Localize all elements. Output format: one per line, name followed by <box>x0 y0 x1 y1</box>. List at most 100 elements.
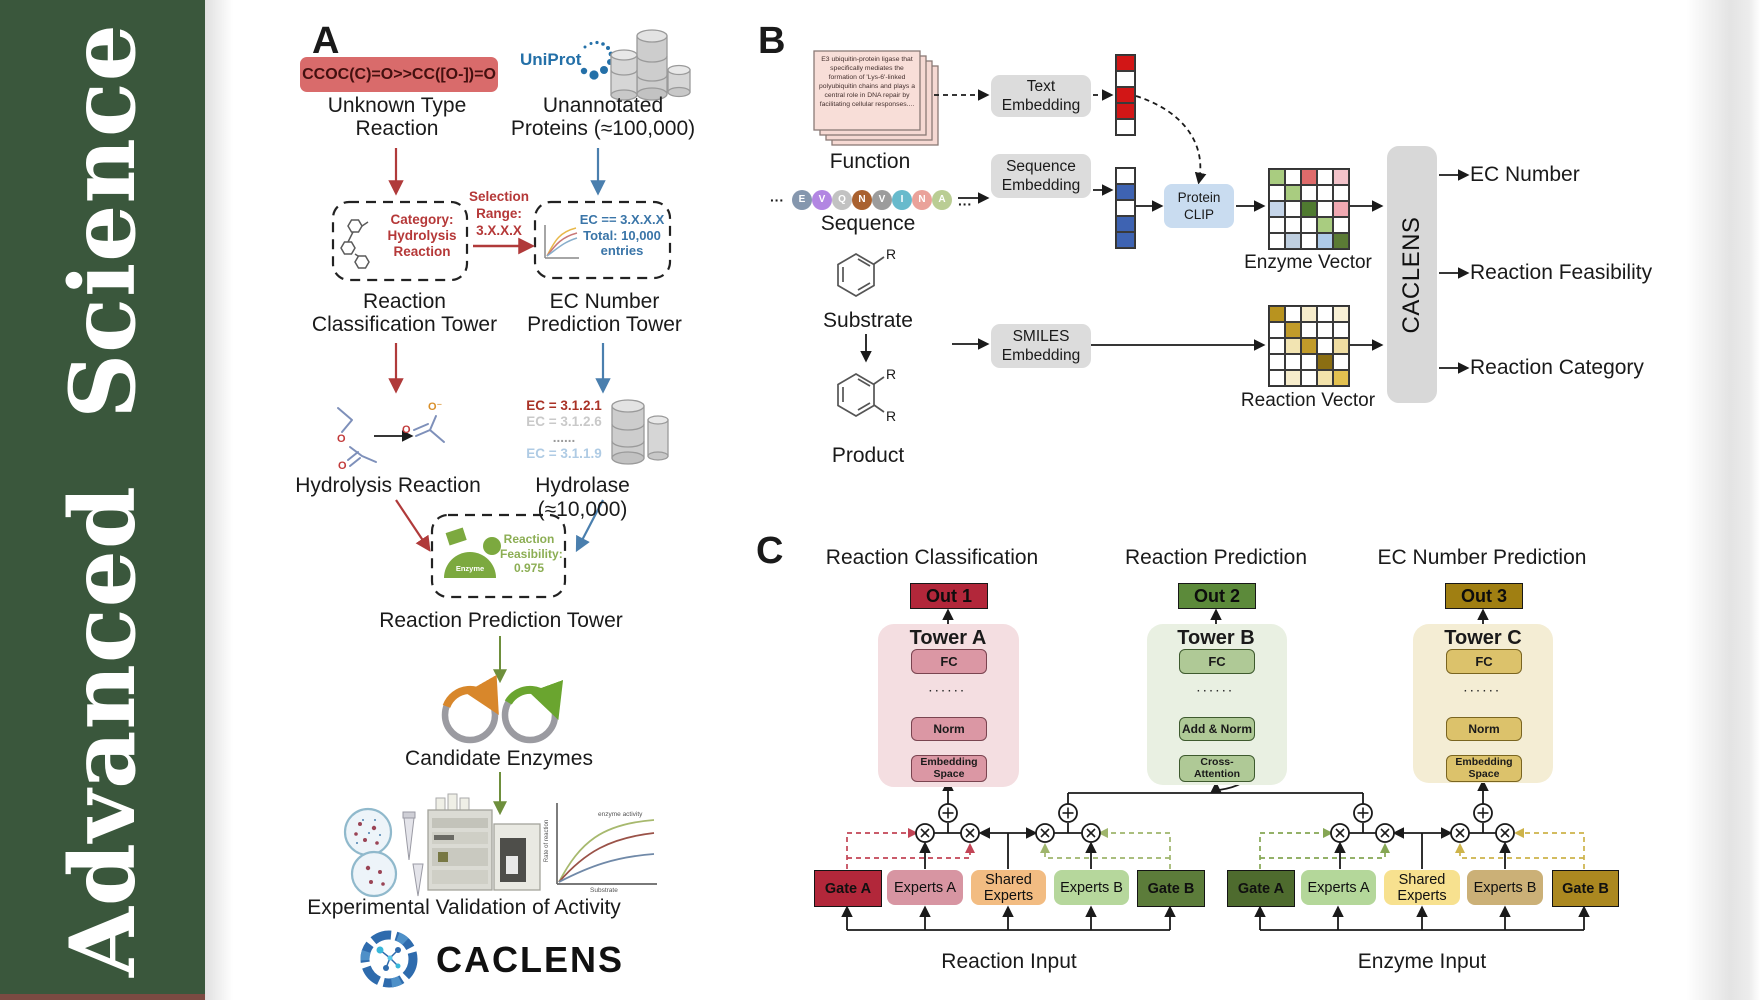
matrix-cell <box>1269 169 1285 185</box>
plasmid-icons <box>441 674 564 744</box>
hydrolase-label: Hydrolase (≈10,000) <box>535 474 630 521</box>
matrix-cell <box>1269 306 1285 322</box>
journal-name: Advanced Science <box>49 23 156 977</box>
sequence-letter: E <box>792 190 812 210</box>
tower-mid-box: Norm <box>1446 717 1522 741</box>
substrate-label: Substrate <box>823 309 913 332</box>
matrix-cell <box>1285 354 1301 370</box>
tower-title: Tower A <box>909 627 987 649</box>
caclens-logo <box>360 930 418 988</box>
unannotated-proteins-label: Unannotated Proteins (≈100,000) <box>510 94 696 140</box>
matrix-cell <box>1317 322 1333 338</box>
matrix-cell <box>1301 322 1317 338</box>
group-input-label: Reaction Input <box>941 950 1077 973</box>
matrix-cell <box>1285 322 1301 338</box>
matrix-cell <box>1269 354 1285 370</box>
prediction-tower-label: Reaction Prediction Tower <box>379 609 623 632</box>
product-node-icon <box>1035 823 1055 843</box>
product-benzene-icon <box>837 373 885 417</box>
text-embedding-vector <box>1115 54 1136 136</box>
product-node-icon <box>1375 823 1395 843</box>
product-label: Product <box>831 444 905 467</box>
protein-clip-box: Protein CLIP <box>1164 184 1234 228</box>
caclens-wordmark: CACLENS <box>436 939 625 980</box>
molecule-scribble-icon <box>340 219 370 269</box>
product-r-group-bottom: R <box>886 408 897 424</box>
gate-box: Gate A <box>1227 870 1295 907</box>
tower-fc-box: FC <box>911 649 987 674</box>
product-r-group-top: R <box>886 366 897 382</box>
matrix-cell <box>1285 201 1301 217</box>
tower-title: Tower B <box>1177 627 1255 649</box>
matrix-cell <box>1317 370 1333 386</box>
tower-fc-box: FC <box>1179 649 1255 674</box>
substrate-benzene-icon <box>837 253 885 297</box>
matrix-cell <box>1116 184 1135 200</box>
sequence-letter: Q <box>832 190 852 210</box>
hplc-instrument-icon <box>427 793 541 891</box>
ec-list-line: EC = 3.1.2.1 <box>526 398 602 413</box>
panel-b-label: B <box>758 20 786 62</box>
feasibility-text: Reaction Feasibility: 0.975 <box>500 532 563 575</box>
matrix-cell <box>1116 87 1135 103</box>
ester-carbonyl-o-atom: O <box>338 460 347 472</box>
sequence-label: Sequence <box>820 212 916 235</box>
matrix-cell <box>1116 216 1135 232</box>
sequence-letter: A <box>932 190 952 210</box>
product-node-icon <box>1495 823 1515 843</box>
sequence-letter: N <box>912 190 932 210</box>
matrix-cell <box>1301 338 1317 354</box>
tower-mid-box: Add & Norm <box>1179 717 1255 741</box>
matrix-cell <box>1269 322 1285 338</box>
group-input-label: Enzyme Input <box>1357 950 1487 973</box>
activity-xlabel: Substrate <box>590 887 618 894</box>
tower-mid-box: Norm <box>911 717 987 741</box>
caclens-output-label: EC Number <box>1470 163 1580 186</box>
matrix-cell <box>1301 354 1317 370</box>
tower-bottom-box: Embedding Space <box>1446 755 1522 782</box>
matrix-cell <box>1333 354 1349 370</box>
tower-fc-box: FC <box>1446 649 1522 674</box>
matrix-cell <box>1317 185 1333 201</box>
matrix-cell <box>1269 217 1285 233</box>
matrix-cell <box>1301 185 1317 201</box>
activity-series-label: enzyme activity <box>598 811 643 818</box>
matrix-cell <box>1333 306 1349 322</box>
matrix-cell <box>1116 71 1135 87</box>
matrix-cell <box>1333 338 1349 354</box>
matrix-cell <box>1269 233 1285 249</box>
matrix-cell <box>1269 338 1285 354</box>
ec-candidate-list: EC = 3.1.2.1 EC = 3.1.2.6...... EC = 3.1.1… <box>520 398 608 462</box>
ec-list-line: EC = 3.1.1.9 <box>526 446 602 461</box>
enzyme-vector-matrix <box>1268 168 1350 250</box>
ec-box-text: EC == 3.X.X.X Total: 10,000 entries <box>579 212 665 258</box>
matrix-cell <box>1333 201 1349 217</box>
tower-header: Reaction Classification <box>825 546 1039 569</box>
matrix-cell <box>1116 232 1135 248</box>
hydrolysis-label: Hydrolysis Reaction <box>295 474 481 497</box>
matrix-cell <box>1333 322 1349 338</box>
matrix-cell <box>1317 201 1333 217</box>
activity-ylabel: Rate of reaction <box>544 819 550 863</box>
product-node-icon <box>1450 823 1470 843</box>
panel-c-label: C <box>756 530 784 572</box>
sequence-embedding-vector <box>1115 167 1136 249</box>
gate-box: Gate A <box>814 870 882 907</box>
journal-band-strip <box>0 994 205 1000</box>
matrix-cell <box>1301 169 1317 185</box>
matrix-cell <box>1116 168 1135 184</box>
tower-bottom-box: Embedding Space <box>911 755 987 782</box>
text-embedding-box: Text Embedding <box>991 75 1091 117</box>
matrix-cell <box>1333 370 1349 386</box>
product-node-icon <box>1081 823 1101 843</box>
band-edge-shadow <box>205 0 233 1000</box>
sequence-ellipsis-left: ··· <box>770 192 784 208</box>
matrix-cell <box>1116 200 1135 216</box>
petri-dish-icons <box>343 807 424 898</box>
matrix-cell <box>1301 201 1317 217</box>
ester-o-atom: O <box>337 433 346 445</box>
tower-bottom-box: Cross- Attention <box>1179 755 1255 782</box>
experts-box: Experts A <box>1301 870 1376 905</box>
matrix-cell <box>1269 185 1285 201</box>
